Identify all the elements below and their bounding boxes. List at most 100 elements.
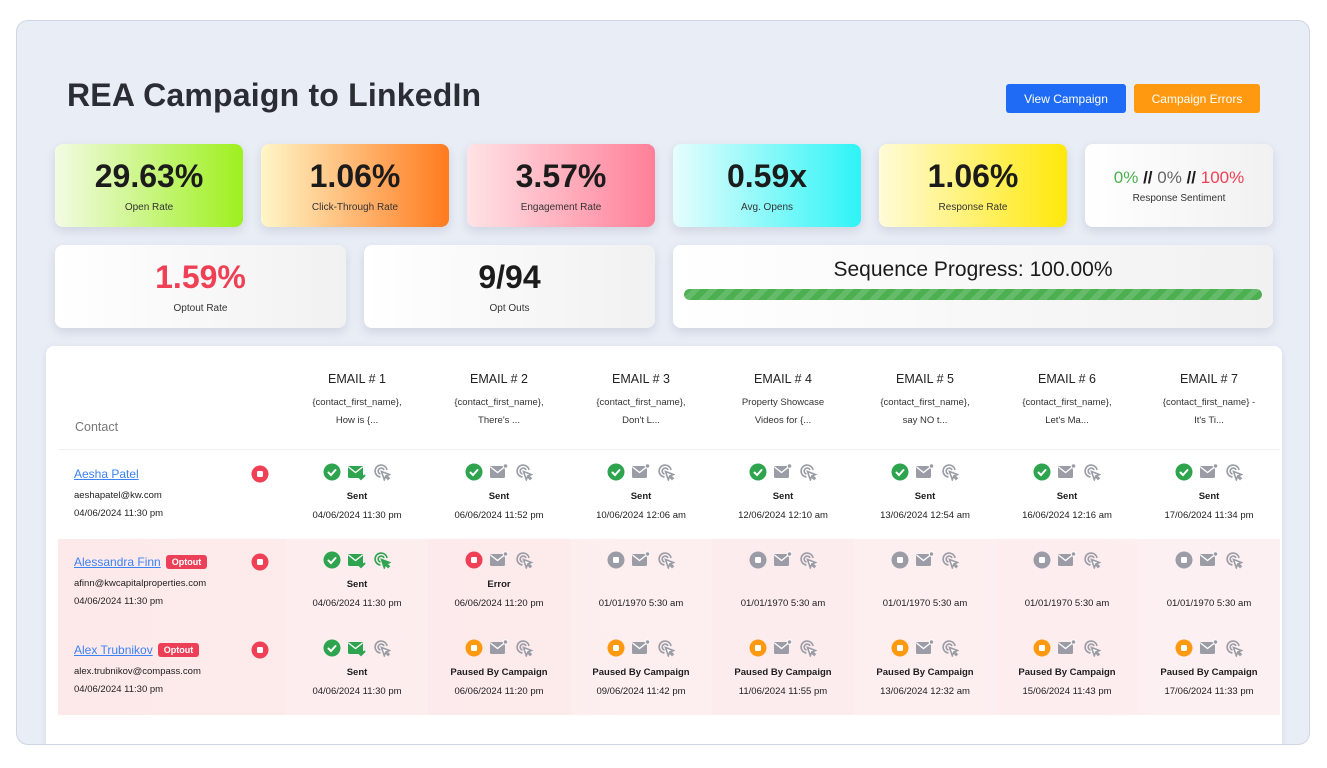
sentiment-separator: //	[1143, 168, 1153, 187]
email-subject: Property Showcase Videos for {...	[712, 394, 854, 430]
contact-name-link[interactable]: Aesha Patel	[74, 467, 139, 481]
email-status-date: 17/06/2024 11:34 pm	[1164, 510, 1254, 521]
status-icons	[854, 550, 996, 572]
table-row: Alessandra Finn Optout afinn@kwcapitalprop…	[58, 539, 1280, 627]
email-status-date: 17/06/2024 11:33 pm	[1164, 686, 1254, 697]
page-title: REA Campaign to LinkedIn	[67, 77, 482, 113]
email-subject: {contact_first_name}, How is {...	[286, 394, 428, 430]
mail-icon	[773, 462, 793, 486]
email-status-label: Sent	[346, 667, 368, 678]
email-subject-line-2: Let's Ma...	[1045, 415, 1089, 426]
view-campaign-button[interactable]: View Campaign	[1006, 84, 1126, 113]
email-status-date: 01/01/1970 5:30 am	[882, 598, 968, 609]
email-subject-line-2: It's Ti...	[1194, 415, 1224, 426]
email-subject-line-1: {contact_first_name},	[454, 397, 544, 408]
contact-name-line: Alessandra Finn Optout	[74, 553, 286, 571]
mail-icon	[631, 638, 651, 662]
contact-name-link[interactable]: Alex Trubnikov	[74, 643, 153, 657]
stop-sequence-icon[interactable]	[251, 553, 269, 576]
email-status-date: 04/06/2024 11:30 pm	[312, 598, 402, 609]
contact-date: 04/06/2024 11:30 pm	[74, 684, 164, 695]
email-column-header: EMAIL # 3 {contact_first_name}, Don't L...	[570, 346, 712, 449]
click-icon	[941, 463, 960, 486]
contact-name-line: Alex Trubnikov Optout	[74, 641, 286, 659]
click-icon	[515, 463, 534, 486]
contact-cell: Alessandra Finn Optout afinn@kwcapitalprop…	[58, 539, 286, 627]
click-icon	[799, 551, 818, 574]
stop-sequence-icon[interactable]	[251, 641, 269, 664]
email-name: EMAIL # 4	[754, 372, 812, 386]
mail-icon	[915, 638, 935, 662]
sentiment-separator: //	[1186, 168, 1197, 187]
optout-rate-card: 1.59% Optout Rate	[55, 245, 346, 328]
sequence-progress-fill	[684, 289, 1262, 300]
stop-sequence-icon[interactable]	[251, 465, 269, 488]
engagement-card: 3.57% Engagement Rate	[467, 144, 655, 227]
open-rate-card: 29.63% Open Rate	[55, 144, 243, 227]
contact-email: afinn@kwcapitalproperties.com	[74, 578, 207, 589]
click-icon	[799, 463, 818, 486]
email-status-cell: Sent 13/06/2024 12:54 am	[854, 451, 996, 539]
email-subject-line-2: How is {...	[335, 415, 379, 426]
table-row: Aesha Patel aeshapatel@kw.com 04/06/2024 1…	[58, 451, 1280, 539]
click-icon	[657, 639, 676, 662]
email-status-cell: Paused By Campaign 15/06/2024 11:43 pm	[996, 627, 1138, 715]
stop-circle-icon	[749, 551, 767, 574]
email-column-header: EMAIL # 7 {contact_first_name} - It's Ti..…	[1138, 346, 1280, 449]
sentiment-positive: 0%	[1113, 168, 1139, 187]
contact-name-link[interactable]: Alessandra Finn	[74, 555, 161, 569]
check-circle-icon	[323, 551, 341, 574]
status-icons	[712, 638, 854, 660]
mail-icon	[631, 550, 651, 574]
click-icon	[373, 463, 392, 486]
email-status-label: Paused By Campaign	[734, 667, 832, 678]
email-status-label: Sent	[772, 491, 794, 502]
engagement-value: 3.57%	[515, 158, 607, 194]
email-status-cell: 01/01/1970 5:30 am	[996, 539, 1138, 627]
email-status-date: 06/06/2024 11:20 pm	[454, 598, 544, 609]
email-subject-line-1: Property Showcase	[741, 397, 825, 408]
click-icon	[515, 551, 534, 574]
campaign-errors-button[interactable]: Campaign Errors	[1134, 84, 1260, 113]
check-circle-icon	[891, 463, 909, 486]
status-icons	[286, 463, 428, 486]
click-icon	[1225, 639, 1244, 662]
email-status-cell: Paused By Campaign 09/06/2024 11:42 pm	[570, 627, 712, 715]
email-status-label: Sent	[914, 491, 936, 502]
check-circle-icon	[1175, 463, 1193, 486]
avg-opens-label: Avg. Opens	[740, 202, 794, 213]
email-status-date: 04/06/2024 11:30 pm	[312, 510, 402, 521]
email-status-label	[854, 579, 996, 593]
mail-icon	[1057, 550, 1077, 574]
email-subject-line-1: {contact_first_name} -	[1162, 397, 1256, 408]
email-status-label: Sent	[1056, 491, 1078, 502]
click-active-icon	[373, 551, 392, 574]
status-icons	[286, 551, 428, 574]
email-status-label: Sent	[488, 491, 510, 502]
status-icons	[1138, 550, 1280, 574]
contact-column-header: Contact	[58, 346, 286, 449]
email-status-date: 11/06/2024 11:55 pm	[738, 686, 828, 697]
opt-outs-label: Opt Outs	[489, 303, 530, 314]
status-icons	[570, 638, 712, 662]
contact-date: 04/06/2024 11:30 pm	[74, 596, 164, 607]
check-circle-icon	[323, 639, 341, 662]
stop-circle-icon	[1033, 639, 1051, 662]
check-circle-icon	[465, 463, 483, 486]
email-column-header: EMAIL # 5 {contact_first_name}, say NO t..…	[854, 346, 996, 449]
email-status-date: 16/06/2024 12:16 am	[1022, 510, 1112, 521]
email-status-cell: Paused By Campaign 06/06/2024 11:20 pm	[428, 627, 570, 715]
status-icons	[428, 550, 570, 574]
open-rate-value: 29.63%	[94, 158, 204, 194]
contact-cell: Alex Trubnikov Optout alex.trubnikov@compa…	[58, 627, 286, 715]
ctr-label: Click-Through Rate	[311, 202, 399, 213]
optout-badge: Optout	[165, 555, 208, 569]
mail-icon	[1199, 462, 1219, 486]
email-status-date: 13/06/2024 12:32 am	[880, 686, 970, 697]
mail-icon	[773, 550, 793, 574]
email-status-label	[996, 579, 1138, 593]
stop-circle-icon	[1175, 551, 1193, 574]
sentiment-negative: 100%	[1200, 168, 1245, 187]
mail-opened-icon	[347, 551, 367, 574]
click-icon	[657, 463, 676, 486]
